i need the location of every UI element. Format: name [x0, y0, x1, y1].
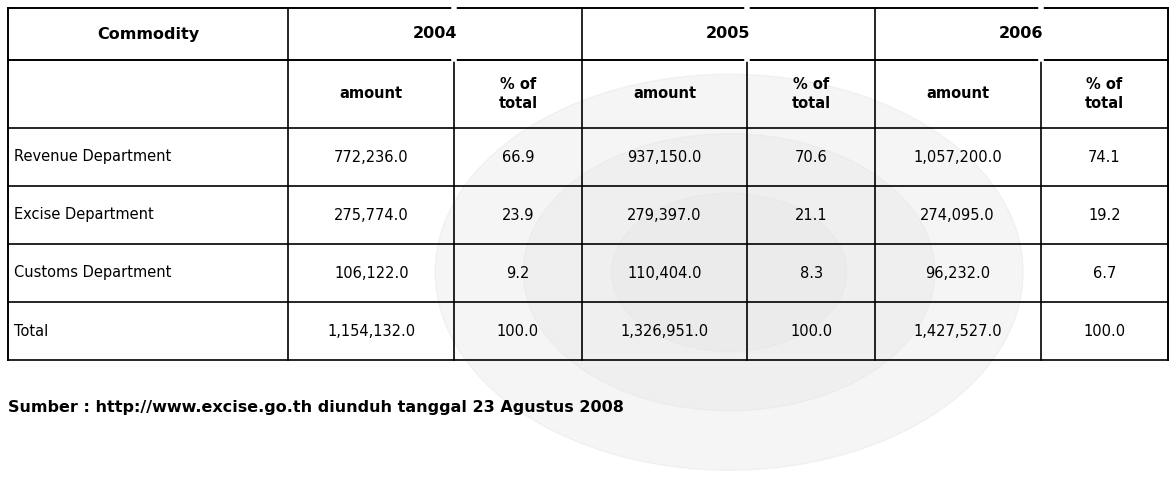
Text: Excise Department: Excise Department — [14, 207, 154, 222]
Text: 279,397.0: 279,397.0 — [627, 207, 702, 222]
Text: 66.9: 66.9 — [502, 149, 534, 164]
Text: 1,326,951.0: 1,326,951.0 — [621, 324, 709, 339]
Text: 275,774.0: 275,774.0 — [334, 207, 409, 222]
Ellipse shape — [523, 134, 935, 411]
Text: 21.1: 21.1 — [795, 207, 828, 222]
Text: amount: amount — [927, 87, 989, 101]
Text: % of
total: % of total — [499, 77, 537, 111]
Text: 8.3: 8.3 — [800, 265, 823, 281]
Text: 19.2: 19.2 — [1088, 207, 1121, 222]
Text: Total: Total — [14, 324, 48, 339]
Text: 70.6: 70.6 — [795, 149, 828, 164]
Text: 1,154,132.0: 1,154,132.0 — [327, 324, 415, 339]
Text: Commodity: Commodity — [98, 27, 199, 42]
Text: 9.2: 9.2 — [506, 265, 529, 281]
Text: 2004: 2004 — [413, 27, 457, 42]
Text: 274,095.0: 274,095.0 — [921, 207, 995, 222]
Text: 937,150.0: 937,150.0 — [627, 149, 702, 164]
Text: 106,122.0: 106,122.0 — [334, 265, 408, 281]
Ellipse shape — [612, 193, 847, 351]
Text: amount: amount — [633, 87, 696, 101]
Text: 772,236.0: 772,236.0 — [334, 149, 408, 164]
Text: 1,427,527.0: 1,427,527.0 — [914, 324, 1002, 339]
Text: 100.0: 100.0 — [1083, 324, 1125, 339]
Ellipse shape — [435, 74, 1023, 470]
Text: 110,404.0: 110,404.0 — [627, 265, 702, 281]
Text: 100.0: 100.0 — [496, 324, 539, 339]
Text: amount: amount — [340, 87, 403, 101]
Text: Sumber : http://www.excise.go.th diunduh tanggal 23 Agustus 2008: Sumber : http://www.excise.go.th diunduh… — [8, 400, 624, 415]
Text: 6.7: 6.7 — [1093, 265, 1116, 281]
Text: 23.9: 23.9 — [502, 207, 534, 222]
Text: Customs Department: Customs Department — [14, 265, 172, 281]
Text: 1,057,200.0: 1,057,200.0 — [914, 149, 1002, 164]
Text: 2005: 2005 — [706, 27, 750, 42]
Text: 2006: 2006 — [1000, 27, 1043, 42]
Text: Revenue Department: Revenue Department — [14, 149, 172, 164]
Text: 100.0: 100.0 — [790, 324, 833, 339]
Text: 74.1: 74.1 — [1088, 149, 1121, 164]
Text: 96,232.0: 96,232.0 — [926, 265, 990, 281]
Text: % of
total: % of total — [791, 77, 830, 111]
Text: % of
total: % of total — [1084, 77, 1124, 111]
